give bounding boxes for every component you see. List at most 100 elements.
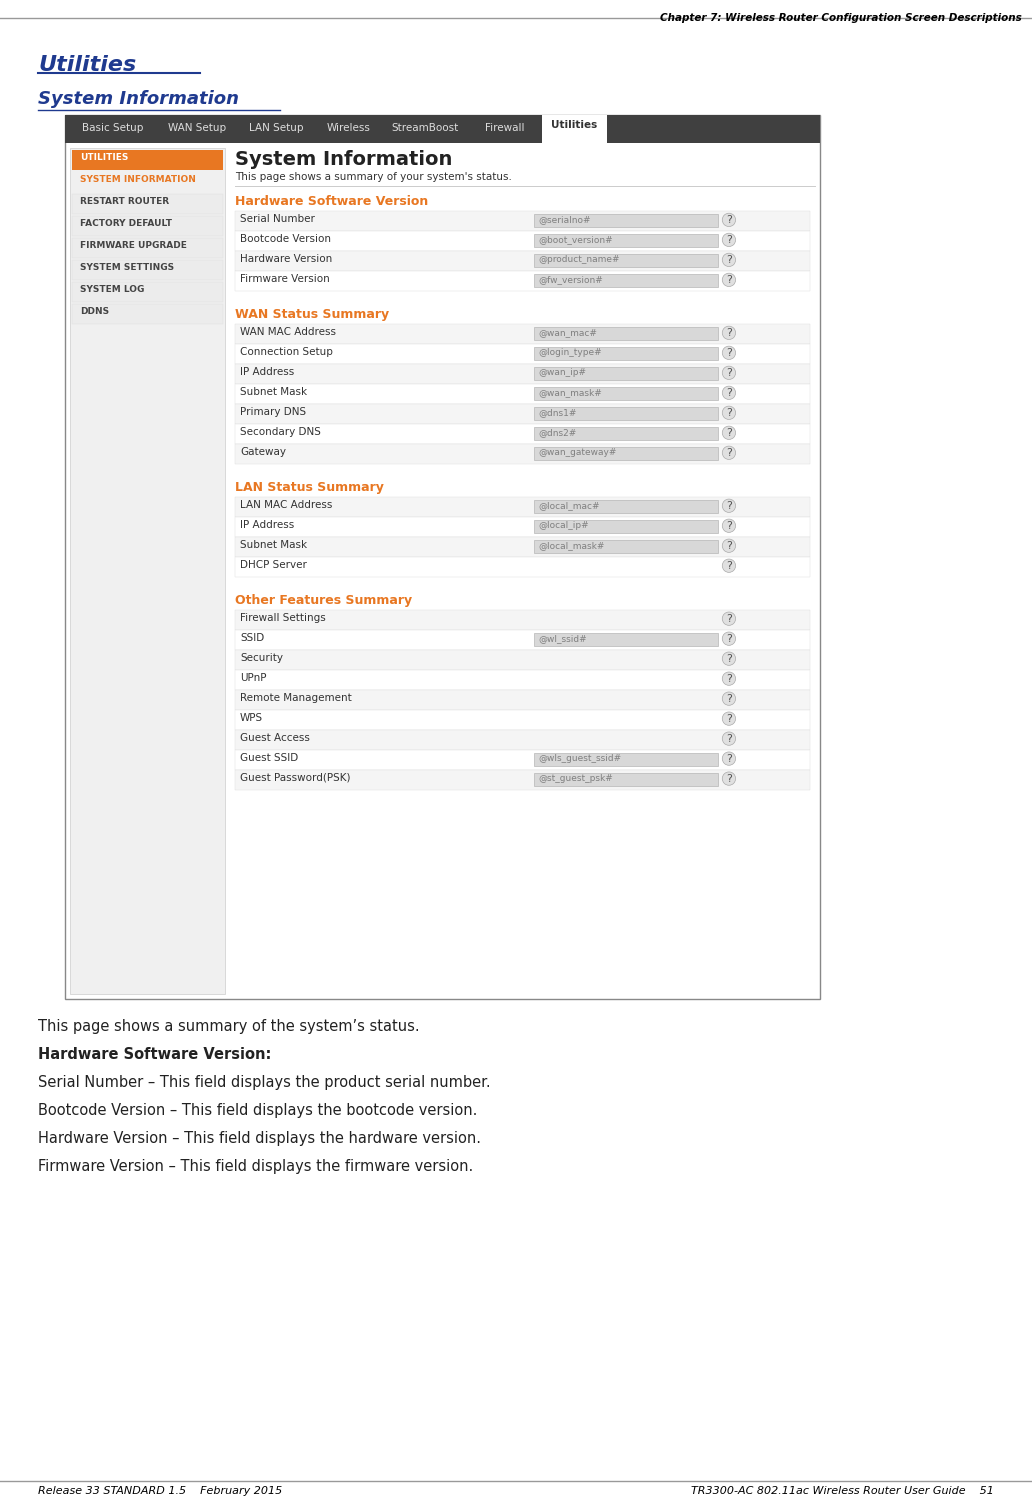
Bar	[70, 148, 225, 994]
Text: @local_ip#: @local_ip#	[538, 520, 588, 529]
Text: @local_mask#: @local_mask#	[538, 541, 605, 550]
Bar	[65, 115, 820, 142]
Bar	[72, 238, 223, 258]
Bar	[235, 231, 810, 250]
Bar	[534, 540, 718, 553]
Text: ?: ?	[725, 214, 732, 225]
Bar	[235, 364, 810, 384]
Text: ?: ?	[725, 714, 732, 724]
Text: ?: ?	[725, 328, 732, 337]
Bar	[534, 234, 718, 247]
Bar	[534, 499, 718, 513]
Text: WPS: WPS	[240, 712, 263, 723]
Text: Chapter 7: Wireless Router Configuration Screen Descriptions: Chapter 7: Wireless Router Configuration…	[660, 13, 1022, 22]
Text: @login_type#: @login_type#	[538, 348, 602, 357]
Text: Remote Management: Remote Management	[240, 693, 352, 703]
Text: Connection Setup: Connection Setup	[240, 346, 333, 357]
Text: DHCP Server: DHCP Server	[240, 559, 307, 570]
Bar	[534, 427, 718, 439]
Text: Utilities: Utilities	[551, 120, 598, 130]
Text: Firmware Version: Firmware Version	[240, 274, 330, 283]
Text: SYSTEM SETTINGS: SYSTEM SETTINGS	[80, 262, 174, 271]
Text: Wireless: Wireless	[326, 123, 370, 133]
Bar	[235, 403, 810, 424]
Bar	[534, 633, 718, 646]
Bar	[534, 387, 718, 400]
Text: ?: ?	[725, 561, 732, 571]
Text: Gateway: Gateway	[240, 447, 286, 457]
Bar	[534, 447, 718, 460]
Bar	[235, 556, 810, 577]
Text: Firewall: Firewall	[485, 123, 524, 133]
Text: ?: ?	[725, 235, 732, 244]
Text: ?: ?	[725, 274, 732, 285]
Bar	[235, 496, 810, 517]
Bar	[534, 367, 718, 379]
Bar	[534, 752, 718, 766]
Text: Basic Setup: Basic Setup	[82, 123, 143, 133]
Text: Subnet Mask: Subnet Mask	[240, 387, 308, 397]
Text: LAN Status Summary: LAN Status Summary	[235, 481, 384, 493]
Text: Subnet Mask: Subnet Mask	[240, 540, 308, 550]
Bar	[235, 730, 810, 750]
Text: @dns1#: @dns1#	[538, 408, 577, 417]
Bar	[542, 115, 607, 142]
Text: ?: ?	[725, 634, 732, 643]
Text: @product_name#: @product_name#	[538, 255, 619, 264]
Bar	[235, 690, 810, 709]
Text: ?: ?	[725, 408, 732, 418]
Text: Utilities: Utilities	[38, 55, 136, 75]
Bar	[72, 259, 223, 280]
Bar	[534, 214, 718, 226]
Bar	[235, 630, 810, 649]
Bar	[534, 327, 718, 340]
Bar	[65, 115, 820, 1000]
Text: ?: ?	[725, 694, 732, 703]
Bar	[235, 709, 810, 730]
Bar	[235, 424, 810, 444]
Text: @serialno#: @serialno#	[538, 214, 590, 223]
Text: @local_mac#: @local_mac#	[538, 501, 600, 510]
Text: @dns2#: @dns2#	[538, 427, 576, 436]
Bar	[72, 150, 223, 169]
Text: ?: ?	[725, 733, 732, 744]
Text: ?: ?	[725, 520, 732, 531]
Bar	[534, 520, 718, 532]
Text: ?: ?	[725, 367, 732, 378]
Text: @wan_mask#: @wan_mask#	[538, 388, 602, 397]
Bar	[235, 444, 810, 463]
Bar	[72, 193, 223, 214]
Text: ?: ?	[725, 654, 732, 664]
Text: Guest Password(PSK): Guest Password(PSK)	[240, 772, 351, 782]
Text: SYSTEM INFORMATION: SYSTEM INFORMATION	[80, 175, 196, 184]
Text: @wan_gateway#: @wan_gateway#	[538, 448, 616, 457]
Bar	[72, 172, 223, 192]
Text: DDNS: DDNS	[80, 307, 109, 316]
Text: StreamBoost: StreamBoost	[392, 123, 459, 133]
Text: @boot_version#: @boot_version#	[538, 235, 613, 244]
Text: SSID: SSID	[240, 633, 264, 643]
Text: TR3300-AC 802.11ac Wireless Router User Guide    51: TR3300-AC 802.11ac Wireless Router User …	[691, 1486, 994, 1496]
Text: Release 33 STANDARD 1.5    February 2015: Release 33 STANDARD 1.5 February 2015	[38, 1486, 282, 1496]
Text: Hardware Version: Hardware Version	[240, 253, 332, 264]
Text: ?: ?	[725, 427, 732, 438]
Bar	[72, 304, 223, 324]
Bar	[235, 537, 810, 556]
Text: Hardware Software Version:: Hardware Software Version:	[38, 1048, 271, 1063]
Text: Firewall Settings: Firewall Settings	[240, 613, 326, 622]
Text: System Information: System Information	[235, 150, 452, 169]
Text: IP Address: IP Address	[240, 367, 294, 376]
Text: @st_guest_psk#: @st_guest_psk#	[538, 773, 613, 782]
Text: LAN Setup: LAN Setup	[250, 123, 303, 133]
Text: FACTORY DEFAULT: FACTORY DEFAULT	[80, 219, 172, 228]
Bar	[72, 282, 223, 301]
Bar	[235, 649, 810, 670]
Text: Firmware Version – This field displays the firmware version.: Firmware Version – This field displays t…	[38, 1159, 474, 1174]
Bar	[235, 517, 810, 537]
Bar	[235, 271, 810, 291]
Text: UPnP: UPnP	[240, 673, 266, 682]
Text: LAN MAC Address: LAN MAC Address	[240, 499, 332, 510]
Text: Secondary DNS: Secondary DNS	[240, 427, 321, 436]
Bar	[235, 670, 810, 690]
Bar	[235, 250, 810, 271]
